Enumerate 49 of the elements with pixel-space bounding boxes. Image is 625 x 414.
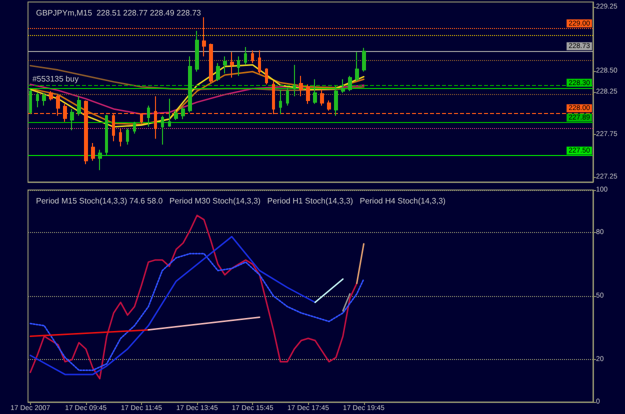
candlestick (216, 62, 220, 82)
candlestick (348, 75, 352, 92)
line-series (30, 84, 365, 115)
line-series (30, 236, 316, 376)
candlestick (174, 110, 178, 121)
candlestick (195, 30, 199, 72)
text: GBPJPYm,M15 228.51 228.77 228.49 228.73 (36, 8, 202, 18)
candlestick (77, 96, 81, 116)
candlestick (223, 56, 227, 74)
candlestick (209, 43, 213, 84)
candlestick (299, 75, 303, 97)
annotation: #553135 buy (32, 74, 79, 84)
candlestick (265, 68, 268, 85)
candlestick (237, 56, 240, 76)
candlestick (119, 128, 122, 147)
candlestick (334, 86, 338, 116)
candlestick (188, 56, 192, 113)
candlestick (355, 52, 359, 82)
candlestick (327, 100, 331, 112)
candlestick (42, 92, 46, 106)
candlestick (126, 128, 129, 146)
candlestick (49, 90, 53, 101)
candlestick (251, 50, 254, 64)
candlestick (98, 149, 102, 171)
candlestick (258, 50, 261, 74)
candlestick (36, 92, 39, 108)
candlestick (161, 115, 164, 146)
text: Period M15 Stoch(14,3,3) 74.6 58.0 Period M30 Stoch(14,3,3) Period H1 Stoch(14,3,3) Period H4 Stoch(14,3,3) (36, 196, 446, 206)
candlestick (313, 78, 317, 104)
candlestick (286, 87, 289, 106)
candlestick (181, 106, 185, 120)
candlestick (147, 105, 150, 128)
line-series (30, 252, 365, 371)
candlestick (105, 114, 108, 156)
line-series (30, 64, 365, 92)
candlestick (362, 47, 366, 72)
candlestick (29, 88, 32, 115)
candlestick (230, 52, 234, 78)
candlestick (70, 108, 74, 131)
candlestick (168, 98, 171, 128)
candlestick (306, 84, 310, 104)
candlestick (91, 142, 95, 162)
candlestick (293, 64, 296, 97)
candlestick (341, 78, 345, 94)
line-series (30, 214, 358, 380)
candlestick (244, 46, 247, 66)
candlestick (320, 88, 324, 106)
candlestick (279, 88, 282, 115)
candlestick (133, 121, 136, 134)
